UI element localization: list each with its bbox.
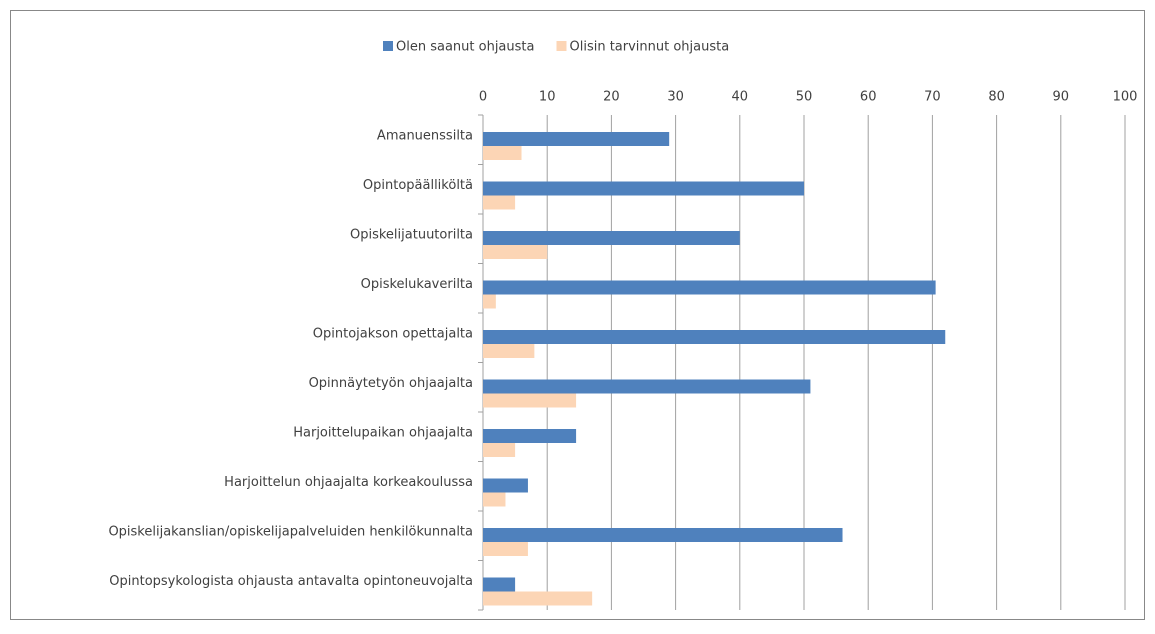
x-tick-label: 40 — [732, 90, 749, 105]
bar — [483, 181, 804, 196]
bar — [483, 245, 548, 259]
y-tick-label: Opintopsykologista ohjausta antavalta op… — [109, 574, 473, 589]
bar — [483, 591, 593, 606]
y-tick-label: Opiskelijakanslian/opiskelijapalveluiden… — [108, 524, 473, 539]
y-tick-label: Harjoittelupaikan ohjaajalta — [293, 425, 473, 440]
y-tick-label: Opiskelukaverilta — [361, 277, 473, 292]
bar — [483, 195, 516, 210]
bar — [483, 492, 506, 507]
bar — [483, 132, 670, 146]
bar — [483, 280, 936, 295]
bar — [483, 146, 522, 160]
bar — [483, 429, 577, 443]
bar — [483, 231, 740, 245]
bar — [483, 478, 528, 493]
x-tick-label: 70 — [924, 90, 941, 105]
x-tick-label: 10 — [539, 90, 556, 105]
bar — [483, 330, 946, 344]
bar — [483, 393, 577, 408]
x-tick-label: 90 — [1053, 90, 1070, 105]
legend-label: Olisin tarvinnut ohjausta — [569, 40, 729, 55]
x-tick-label: 30 — [667, 90, 684, 105]
bar — [483, 528, 843, 542]
legend-label: Olen saanut ohjausta — [396, 40, 534, 55]
bar — [483, 443, 516, 457]
chart-border — [10, 10, 1145, 620]
y-tick-label: Opintopäälliköltä — [363, 178, 473, 193]
x-tick-label: 0 — [479, 90, 487, 105]
bar — [483, 379, 811, 394]
x-tick-label: 20 — [603, 90, 620, 105]
bar — [483, 577, 516, 592]
bar — [483, 294, 496, 309]
bar — [483, 542, 528, 556]
y-tick-label: Amanuenssilta — [377, 128, 473, 143]
y-tick-label: Opiskelijatuutorilta — [350, 227, 473, 242]
y-tick-label: Opintojakson opettajalta — [313, 326, 473, 341]
x-tick-label: 80 — [988, 90, 1005, 105]
y-tick-label: Opinnäytetyön ohjaajalta — [309, 376, 473, 391]
x-tick-label: 100 — [1113, 90, 1138, 105]
legend-swatch — [383, 41, 393, 51]
y-tick-label: Harjoittelun ohjaajalta korkeakoulussa — [224, 475, 473, 490]
x-tick-label: 60 — [860, 90, 877, 105]
bar — [483, 344, 535, 358]
x-tick-label: 50 — [796, 90, 813, 105]
legend-swatch — [556, 41, 567, 51]
